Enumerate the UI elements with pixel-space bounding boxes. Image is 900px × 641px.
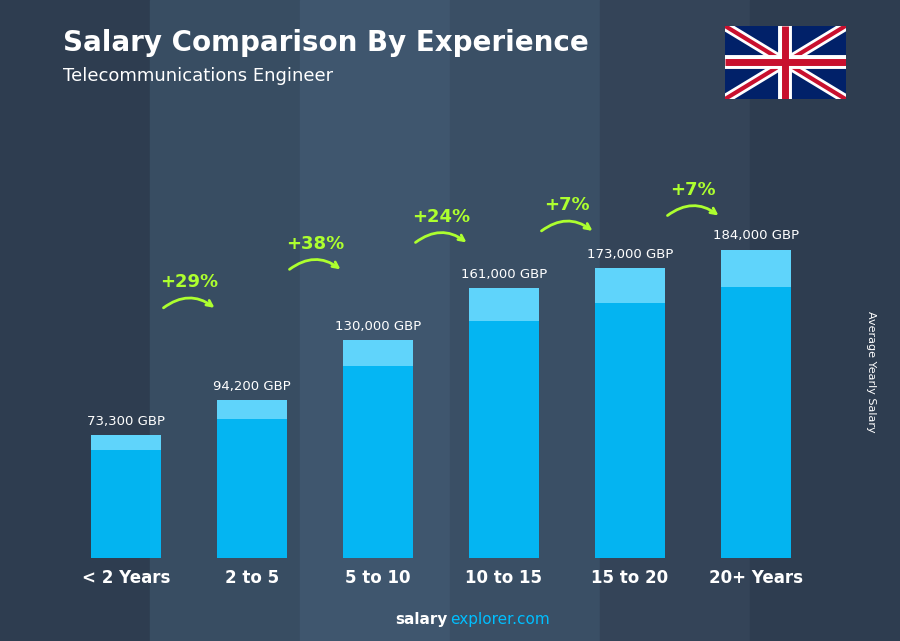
Text: explorer.com: explorer.com (450, 612, 550, 627)
Bar (343, 340, 412, 367)
Text: +7%: +7% (670, 181, 716, 199)
Bar (595, 269, 664, 558)
Bar (600, 0, 750, 641)
Text: 184,000 GBP: 184,000 GBP (713, 229, 799, 242)
Bar (343, 340, 412, 558)
Bar (469, 288, 538, 320)
Text: +7%: +7% (544, 196, 590, 214)
Bar (217, 400, 286, 419)
Text: 94,200 GBP: 94,200 GBP (213, 379, 291, 393)
Text: 73,300 GBP: 73,300 GBP (87, 415, 165, 428)
Bar (150, 0, 300, 641)
Text: 130,000 GBP: 130,000 GBP (335, 320, 421, 333)
Text: salary: salary (395, 612, 447, 627)
Bar (469, 288, 538, 558)
Text: 161,000 GBP: 161,000 GBP (461, 268, 547, 281)
Bar (300, 0, 450, 641)
Text: Telecommunications Engineer: Telecommunications Engineer (63, 67, 333, 85)
Bar (595, 269, 664, 303)
Bar (217, 400, 286, 558)
Text: +29%: +29% (160, 273, 218, 291)
Bar (92, 435, 160, 558)
Bar (721, 250, 790, 558)
Text: Salary Comparison By Experience: Salary Comparison By Experience (63, 29, 589, 57)
Bar (92, 435, 160, 450)
Bar (450, 0, 600, 641)
Text: +24%: +24% (412, 208, 470, 226)
Bar (0, 0, 150, 641)
Bar (721, 250, 790, 287)
Text: Average Yearly Salary: Average Yearly Salary (866, 311, 877, 433)
Text: 173,000 GBP: 173,000 GBP (587, 248, 673, 261)
Bar (750, 0, 900, 641)
Text: +38%: +38% (286, 235, 344, 253)
